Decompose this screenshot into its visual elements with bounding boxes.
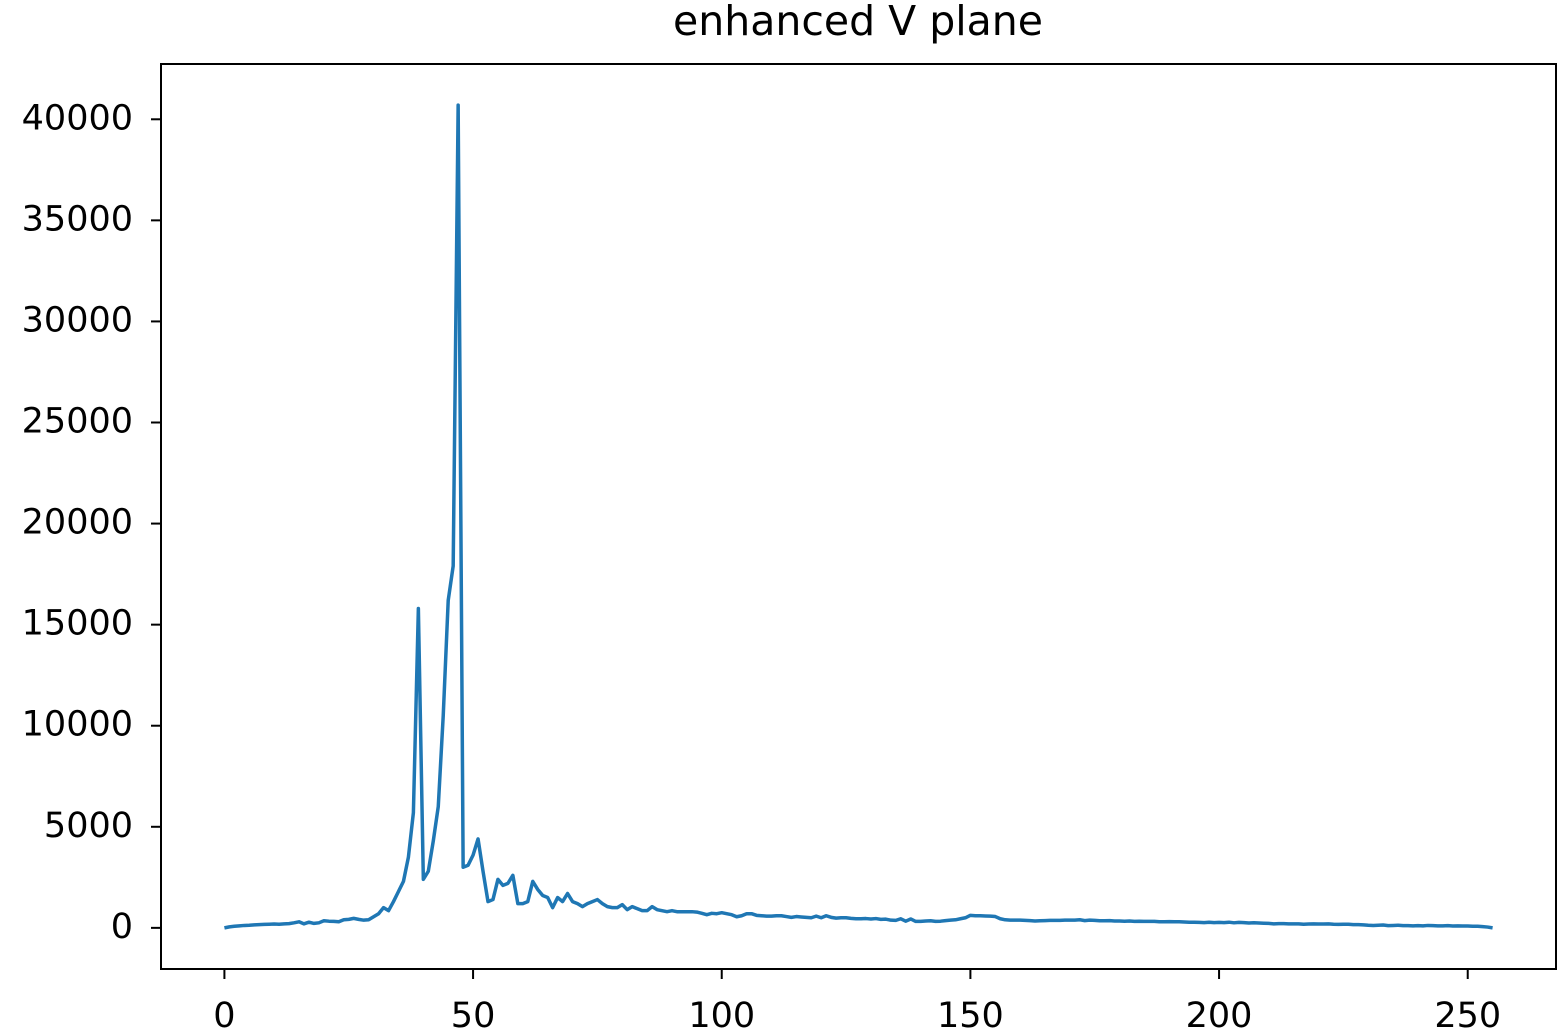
x-tick-label: 250	[1434, 996, 1501, 1032]
data-line	[224, 103, 1493, 930]
x-tick-label: 50	[451, 996, 496, 1032]
y-tick-label: 15000	[22, 604, 133, 644]
y-tick-label: 10000	[22, 705, 133, 745]
chart-title: enhanced V plane	[673, 0, 1043, 45]
y-tick-label: 5000	[44, 806, 133, 846]
x-tick-label: 150	[937, 996, 1004, 1032]
y-tick-label: 40000	[22, 98, 133, 138]
y-tick-label: 20000	[22, 503, 133, 543]
y-tick-label: 30000	[22, 300, 133, 340]
y-tick-label: 0	[111, 907, 133, 947]
plot-frame	[160, 63, 1557, 970]
x-tick-label: 0	[213, 996, 235, 1032]
y-tick-label: 35000	[22, 199, 133, 239]
x-tick-label: 100	[688, 996, 755, 1032]
x-tick-label: 200	[1186, 996, 1253, 1032]
y-tick-label: 25000	[22, 402, 133, 442]
